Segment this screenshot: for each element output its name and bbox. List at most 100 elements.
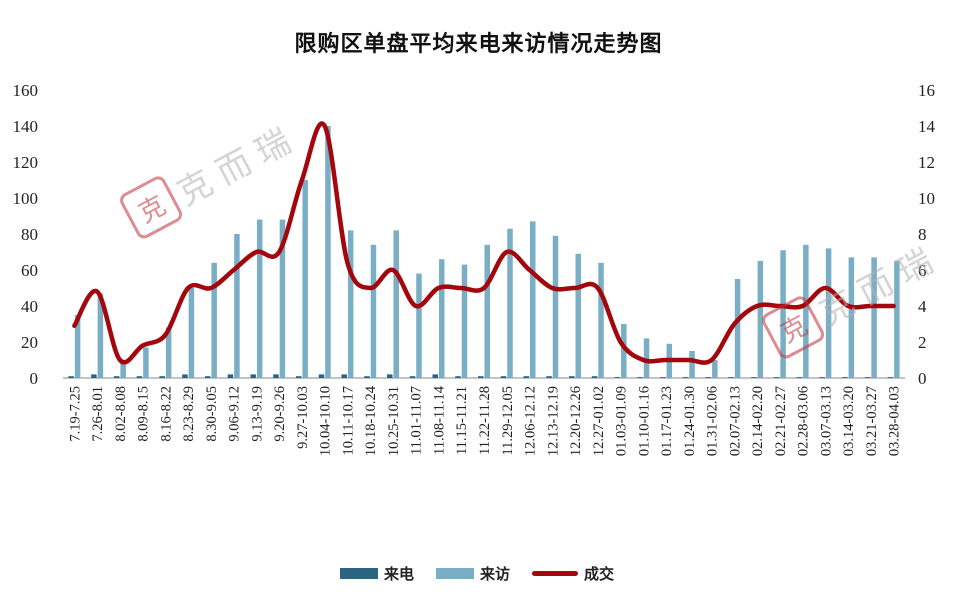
x-axis-tick-label: 7.26-8.01 xyxy=(90,386,106,442)
right-axis-tick-label: 6 xyxy=(918,261,927,280)
bar-calls xyxy=(68,376,74,378)
bar-visits xyxy=(598,262,604,378)
bar-calls xyxy=(864,377,871,378)
bar-visits xyxy=(188,288,195,378)
bar-visits xyxy=(780,250,786,378)
x-axis-tick-label: 01.17-01.23 xyxy=(659,386,675,456)
right-axis-tick-label: 4 xyxy=(918,297,927,316)
right-axis-tick-label: 14 xyxy=(918,117,936,136)
x-axis-tick-label: 12.27-01.02 xyxy=(591,386,607,456)
bar-visits xyxy=(438,259,445,378)
legend-swatch-deals xyxy=(532,571,579,576)
bar-visits xyxy=(734,279,741,378)
x-axis-tick-label: 11.08-11.14 xyxy=(431,385,447,455)
bar-visits xyxy=(552,235,559,378)
x-axis-tick-label: 03.07-03.13 xyxy=(818,386,834,456)
bar-visits xyxy=(234,234,240,378)
x-axis-tick-label: 8.23-8.29 xyxy=(181,386,197,442)
bar-calls xyxy=(91,374,97,378)
bar-series xyxy=(68,126,900,378)
x-axis-tick-label: 12.20-12.26 xyxy=(568,386,584,456)
x-axis-tick-label: 10.11-10.17 xyxy=(340,386,356,456)
x-axis-tick-label: 11.29-12.05 xyxy=(500,386,516,456)
bar-visits xyxy=(302,180,308,378)
bar-calls xyxy=(728,377,734,378)
right-axis-ticks: 0 2 4 6 8 10 12 14 16 xyxy=(918,81,936,388)
x-axis-tick-label: 10.25-10.31 xyxy=(386,386,402,456)
legend-item-visits: 来访 xyxy=(436,563,510,584)
chart-title: 限购区单盘平均来电来访情况走势图 xyxy=(294,31,663,57)
left-axis-ticks: 0 20 40 60 80 100 120 140 160 xyxy=(13,81,39,388)
left-axis-tick-label: 60 xyxy=(21,261,38,280)
bar-calls xyxy=(751,377,757,378)
bar-visits xyxy=(894,261,900,378)
bar-calls xyxy=(204,376,211,378)
bar-visits xyxy=(165,327,172,378)
x-axis-ticks: 7.19-7.25 7.26-8.01 8.02-8.08 8.09-8.15 8.16… xyxy=(67,385,902,456)
bar-calls xyxy=(432,374,438,378)
legend-swatch-calls xyxy=(340,568,378,579)
bar-visits xyxy=(575,253,582,378)
left-axis-tick-label: 80 xyxy=(21,225,38,244)
bar-visits xyxy=(97,293,104,378)
bar-calls xyxy=(523,376,530,378)
bar-calls xyxy=(159,376,165,378)
bar-calls xyxy=(637,377,643,378)
bar-visits xyxy=(484,244,490,378)
bar-visits xyxy=(689,351,695,378)
bar-visits xyxy=(643,338,650,378)
bar-visits xyxy=(256,219,263,378)
bar-calls xyxy=(660,377,666,378)
right-axis-tick-label: 16 xyxy=(918,81,935,100)
bar-visits xyxy=(211,262,217,378)
x-axis-tick-label: 10.18-10.24 xyxy=(363,385,379,456)
left-axis-tick-label: 40 xyxy=(21,297,38,316)
x-axis-tick-label: 11.01-11.07 xyxy=(409,386,425,455)
bar-calls xyxy=(569,376,575,378)
bar-calls xyxy=(455,376,461,378)
bar-calls xyxy=(273,374,279,378)
bar-calls xyxy=(182,374,188,378)
bar-visits xyxy=(757,261,764,378)
right-axis-tick-label: 12 xyxy=(918,153,935,172)
x-axis-tick-label: 8.09-8.15 xyxy=(136,386,152,442)
legend-label-visits: 来访 xyxy=(480,565,511,583)
x-axis-tick-label: 12.06-12.12 xyxy=(523,386,539,456)
legend-label-deals: 成交 xyxy=(584,565,615,583)
bar-calls xyxy=(136,376,143,378)
bar-calls xyxy=(113,376,120,378)
x-axis-tick-label: 01.10-01.16 xyxy=(636,386,652,456)
x-axis-tick-label: 10.04-10.10 xyxy=(318,386,334,456)
bar-calls xyxy=(682,377,689,378)
left-axis-tick-label: 20 xyxy=(21,333,38,352)
x-axis-tick-label: 7.19-7.25 xyxy=(67,386,83,442)
legend-label-calls: 来电 xyxy=(384,565,415,583)
bar-calls xyxy=(773,377,780,378)
x-axis-tick-label: 9.13-9.19 xyxy=(249,386,265,442)
bar-visits xyxy=(393,230,399,378)
bar-calls xyxy=(341,374,347,378)
bar-calls xyxy=(250,374,256,378)
bar-visits xyxy=(416,273,422,378)
x-axis-tick-label: 03.14-03.20 xyxy=(841,386,857,456)
bar-visits xyxy=(461,264,468,378)
bar-calls xyxy=(227,374,234,378)
bar-calls xyxy=(386,374,393,378)
bar-calls xyxy=(318,374,325,378)
left-axis-tick-label: 160 xyxy=(13,81,39,100)
bar-calls xyxy=(364,376,370,378)
left-axis-tick-label: 140 xyxy=(13,117,39,136)
right-axis-tick-label: 0 xyxy=(918,369,927,388)
bar-calls xyxy=(842,377,848,378)
left-axis-tick-label: 120 xyxy=(13,153,39,172)
x-axis-tick-label: 11.15-11.21 xyxy=(454,386,470,455)
x-axis-tick-label: 8.16-8.22 xyxy=(158,386,174,442)
bar-visits xyxy=(279,219,286,378)
bar-calls xyxy=(591,376,598,378)
bar-visits xyxy=(848,257,855,378)
x-axis-tick-label: 01.24-01.30 xyxy=(682,386,698,456)
bar-calls xyxy=(796,377,803,378)
right-axis-tick-label: 10 xyxy=(918,189,935,208)
x-axis-tick-label: 11.22-11.28 xyxy=(477,386,493,455)
bar-visits xyxy=(712,360,718,378)
